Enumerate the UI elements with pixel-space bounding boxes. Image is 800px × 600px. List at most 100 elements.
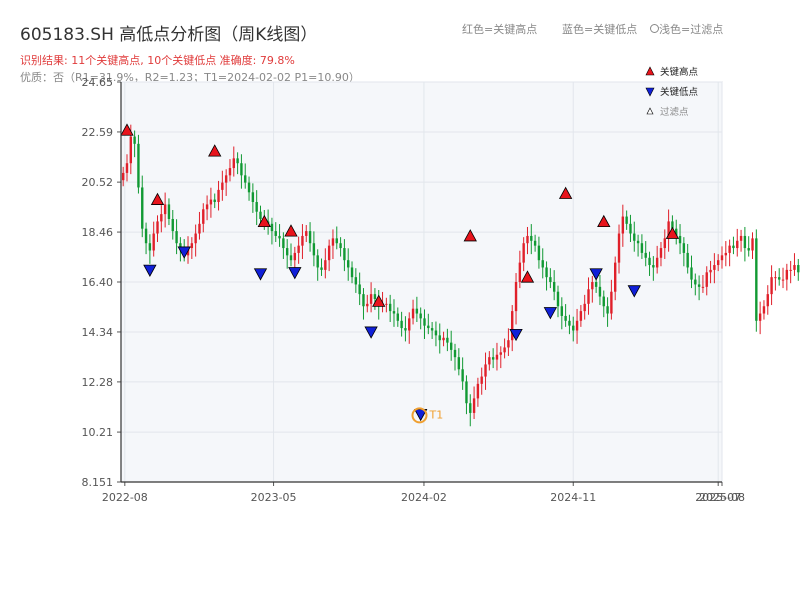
key-low-marker [589,268,603,281]
candle [736,228,739,257]
quality-summary: 优质：否（R1=31.9%，R2=1.23；T1=2024-02-02 P1=1… [20,71,360,84]
candle [709,260,712,284]
candle-body [484,364,487,377]
candle [541,248,544,279]
candle [499,346,502,369]
candle [488,351,491,371]
candle-body [198,223,201,234]
x-tick-label: 2024-02 [401,491,447,504]
candle [198,211,201,240]
candle [236,152,239,175]
candle [285,239,289,269]
candle [522,237,525,272]
candle-body [293,252,297,261]
key-low-marker [177,246,191,259]
candle [758,301,762,335]
candle [480,367,483,395]
candle [472,386,476,419]
candle-body [694,279,697,285]
candle-body [350,267,354,278]
candle [629,214,632,243]
recognition-result: 识别结果: 11个关键高点, 10个关键低点 准确度: 79.8% [20,54,295,67]
candle [682,237,686,267]
candle [648,251,651,276]
candle-body [762,306,766,314]
candle [701,274,705,293]
candle [511,305,514,352]
candle-body [678,235,682,244]
candle-body [560,306,564,316]
candle [205,195,209,221]
candle-body [347,260,350,268]
candle-body [507,340,510,348]
candle-body [205,204,209,210]
x-tick-label: 2025-08 [699,491,745,504]
candle-body [156,221,159,234]
candle-body [316,255,319,268]
candle-body [655,257,659,268]
candle-body [511,311,514,341]
candle [781,267,785,289]
candle-body [419,313,422,319]
candle [202,203,205,233]
candle [133,130,136,158]
candle-body [575,320,579,331]
candle-body [747,248,750,251]
candle-body [591,282,594,290]
candle [148,234,152,264]
candle-body [167,204,171,219]
candle-body [232,158,235,169]
candle-body [442,337,445,341]
candle [392,299,396,327]
candle [320,258,323,276]
candle [446,328,449,352]
candle [324,248,327,279]
candle-body [289,255,293,261]
candle [213,193,216,209]
t1-label: T1 [428,408,443,421]
candle-body [144,228,148,244]
candle-body [228,168,232,176]
candle-body [240,163,243,176]
y-tick-label: 14.34 [82,326,114,339]
candle-body [720,255,724,261]
candle [396,307,399,327]
candle [568,314,571,335]
candle [659,242,663,267]
candle-body [743,235,747,249]
candle [549,268,552,289]
candle-body [583,303,586,312]
candle-body [434,330,438,336]
candle [716,254,720,272]
candle-body [259,211,262,219]
candle [423,309,426,339]
candle [491,348,495,369]
candle [507,328,510,356]
candle-body [633,233,636,241]
candle-body [354,277,358,285]
candle [335,226,338,250]
candle-body [301,235,304,246]
candle-body [411,308,415,319]
candle [636,234,640,257]
candle [388,294,392,323]
candle-body [503,347,506,353]
candle-body [125,163,129,173]
key-high-marker [284,224,298,237]
candle-body [324,260,327,270]
y-tick-label: 8.151 [82,476,114,489]
key-high-marker [597,214,611,228]
t1-ring [411,407,428,424]
candle-body [621,216,625,234]
candle [770,265,773,306]
chart-title: 605183.SH 高低点分析图（周K线图） [20,25,318,45]
candle [163,192,167,228]
candle [347,248,350,281]
legend-high-triangle-icon [645,66,655,76]
candle [461,357,464,390]
key-low-marker [509,328,523,342]
candle-body [526,235,529,244]
key-high-marker [665,226,680,239]
candle [484,352,487,390]
